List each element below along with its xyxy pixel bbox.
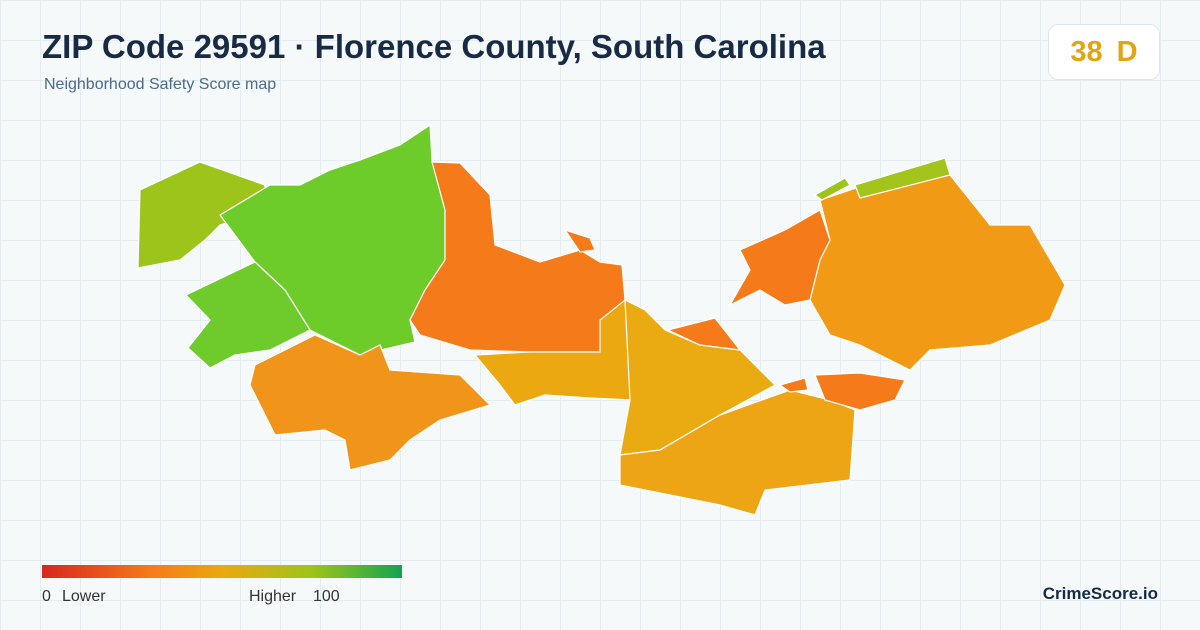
- region: [184, 261, 311, 369]
- region: [814, 372, 906, 411]
- legend-max-label: Higher: [249, 588, 297, 605]
- region: [666, 317, 742, 351]
- region: [563, 228, 596, 253]
- region: [813, 177, 851, 201]
- subtitle: Neighborhood Safety Score map: [44, 76, 277, 93]
- legend-min: 0: [42, 588, 51, 605]
- region: [137, 161, 266, 269]
- score-grade: D: [1116, 35, 1138, 68]
- brand: CrimeScore.io: [1042, 584, 1158, 603]
- region: [619, 389, 856, 516]
- region: [809, 174, 1066, 371]
- legend-bar: [42, 565, 402, 578]
- region: [249, 334, 492, 471]
- title: ZIP Code 29591 · Florence County, South …: [42, 28, 826, 65]
- region: [854, 157, 951, 199]
- score-badge: 38 D: [1048, 24, 1160, 80]
- region: [778, 377, 809, 393]
- legend-min-label: Lower: [62, 588, 106, 605]
- legend-max: 100: [313, 588, 340, 605]
- region: [619, 299, 776, 456]
- region: [728, 209, 831, 307]
- score-value: 38: [1070, 35, 1103, 68]
